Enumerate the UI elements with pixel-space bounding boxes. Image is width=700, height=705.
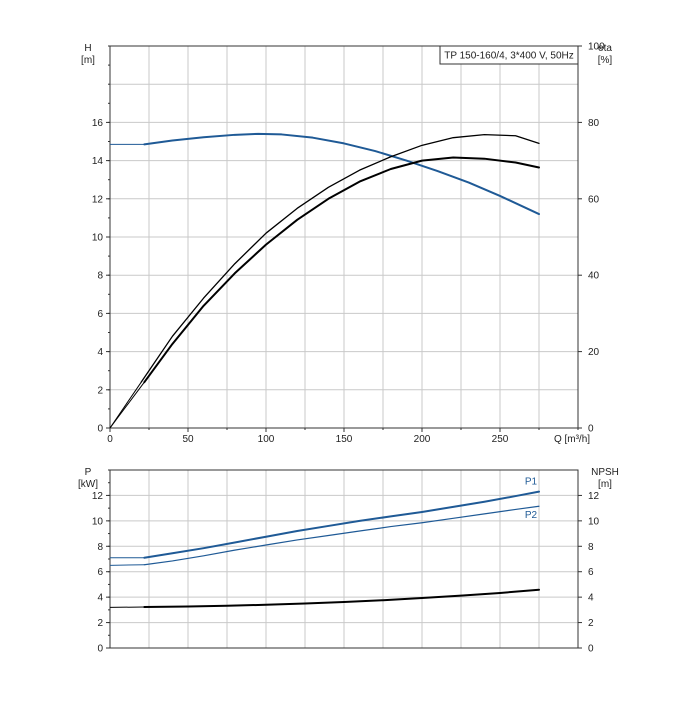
right-tick-label: 4 [588,593,594,604]
x-tick-label: 150 [336,434,353,445]
series-line-2-3 [144,590,539,607]
left-tick-label: 14 [92,156,104,167]
left-tick-label: 16 [92,118,104,129]
left-tick-label: 12 [92,194,104,205]
left-axis-title: H [84,43,91,54]
left-tick-label: 10 [92,233,104,244]
right-axis-title: eta [598,43,612,54]
series-line-2-2 [144,506,539,564]
chart-title: TP 150-160/4, 3*400 V, 50Hz [444,51,574,62]
left-tick-label: 8 [97,271,103,282]
left-tick-label: 0 [97,644,103,655]
left-tick-label: 10 [92,516,104,527]
left-axis-unit: [kW] [78,479,98,490]
series-label-p2: P2 [525,510,538,521]
left-tick-label: 12 [92,491,104,502]
right-tick-label: 20 [588,347,600,358]
right-axis-unit: [m] [598,479,612,490]
right-tick-label: 10 [588,516,600,527]
left-tick-label: 0 [97,424,103,435]
right-tick-label: 6 [588,567,594,578]
right-tick-label: 0 [588,644,594,655]
series-extension [110,565,144,566]
left-tick-label: 2 [97,618,103,629]
left-tick-label: 6 [97,567,103,578]
series-line-2-1 [144,492,539,558]
left-axis-title: P [85,467,92,478]
right-tick-label: 0 [588,424,594,435]
x-tick-label: 250 [492,434,509,445]
left-axis-unit: [m] [81,55,95,66]
x-tick-label: 100 [258,434,275,445]
right-tick-label: 80 [588,118,600,129]
series-label-p1: P1 [525,477,538,488]
right-tick-label: 8 [588,542,594,553]
left-tick-label: 6 [97,309,103,320]
x-tick-label: 200 [414,434,431,445]
right-tick-label: 60 [588,194,600,205]
right-axis-title: NPSH [591,467,619,478]
left-tick-label: 4 [97,347,103,358]
x-axis-title: Q [m³/h] [554,434,590,445]
series-line-1-3 [144,158,539,383]
panel-1-grid [110,46,578,428]
left-tick-label: 2 [97,385,103,396]
series-extension [110,382,144,428]
right-tick-label: 12 [588,491,600,502]
right-tick-label: 40 [588,271,600,282]
left-tick-label: 4 [97,593,103,604]
left-tick-label: 8 [97,542,103,553]
x-tick-label: 0 [107,434,113,445]
series-line-1-2 [141,135,539,383]
x-tick-label: 50 [182,434,194,445]
right-axis-unit: [%] [598,55,613,66]
right-tick-label: 2 [588,618,594,629]
series-line-1-1 [144,134,539,214]
